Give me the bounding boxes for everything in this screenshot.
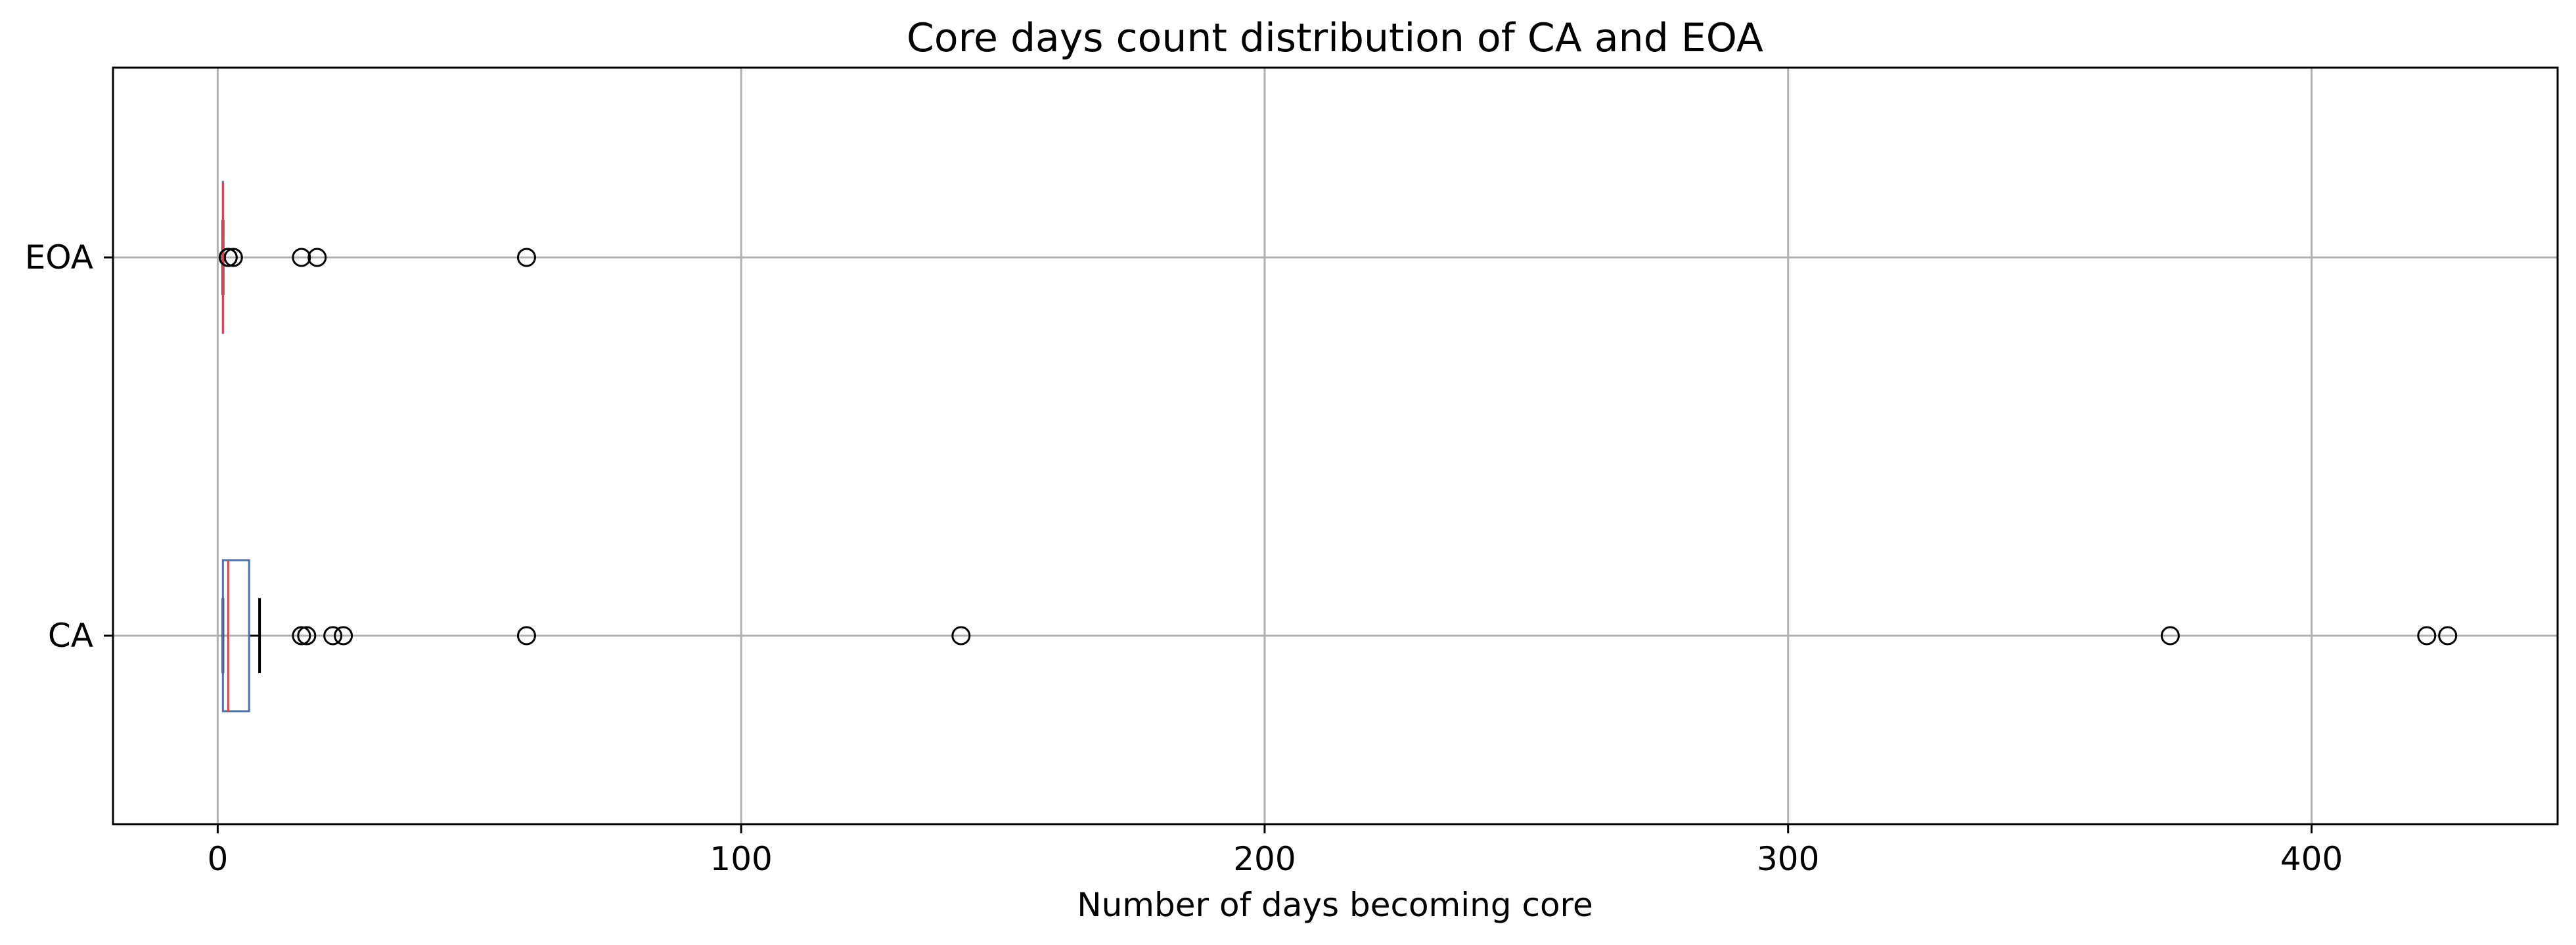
y-tick-label: EOA bbox=[25, 238, 93, 276]
iqr-box bbox=[221, 559, 250, 713]
outlier-point bbox=[307, 248, 327, 267]
outlier-point bbox=[297, 626, 317, 646]
outlier-point bbox=[516, 248, 536, 267]
outlier-point bbox=[2438, 626, 2458, 646]
outlier-point bbox=[292, 248, 311, 267]
outlier-point bbox=[223, 248, 243, 267]
x-tick-label: 400 bbox=[2280, 840, 2343, 878]
chart-title: Core days count distribution of CA and E… bbox=[907, 15, 1763, 61]
outlier-point bbox=[2160, 626, 2180, 646]
axes: 0 100 200 300 400 CA EOA bbox=[25, 238, 2343, 878]
outlier-point bbox=[218, 248, 238, 267]
y-tick-label: CA bbox=[48, 617, 93, 655]
x-axis-label: Number of days becoming core bbox=[1077, 886, 1593, 924]
outlier-point bbox=[951, 626, 971, 646]
plot-data bbox=[218, 181, 2458, 713]
outlier-point bbox=[292, 626, 311, 646]
x-tick-label: 200 bbox=[1233, 840, 1296, 878]
x-tick-label: 0 bbox=[207, 840, 228, 878]
outlier-point bbox=[334, 626, 353, 646]
box-eoa bbox=[218, 181, 536, 334]
outlier-point bbox=[516, 626, 536, 646]
grid bbox=[113, 68, 2558, 824]
x-tick-label: 100 bbox=[710, 840, 772, 878]
outlier-point bbox=[2417, 626, 2437, 646]
box-ca bbox=[221, 559, 2458, 713]
x-tick-label: 300 bbox=[1757, 840, 1819, 878]
plot-frame bbox=[112, 66, 2559, 825]
outlier-point bbox=[323, 626, 343, 646]
